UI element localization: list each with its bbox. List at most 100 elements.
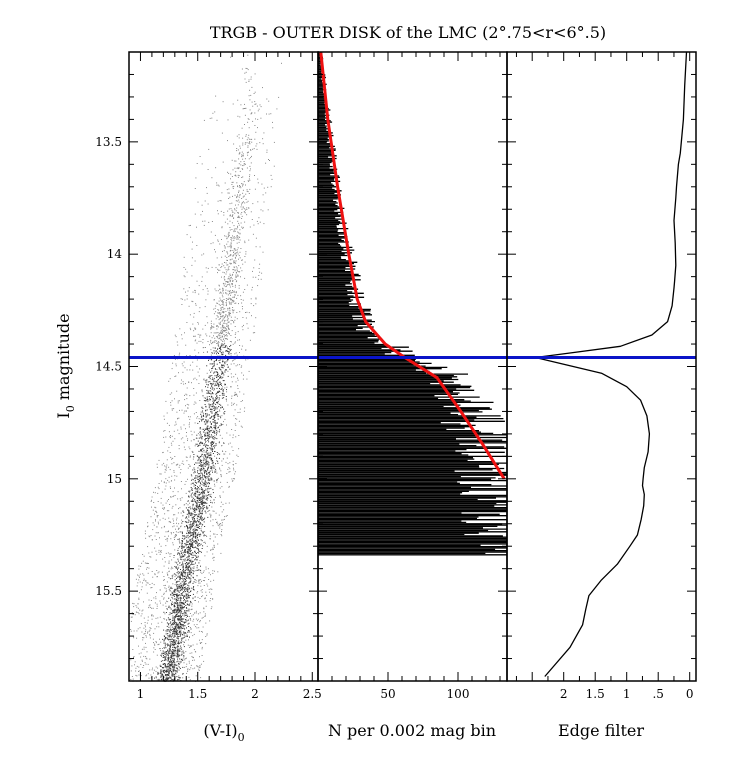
cmd-point bbox=[181, 589, 183, 591]
cmd-point bbox=[212, 367, 214, 369]
cmd-point bbox=[184, 591, 186, 593]
cmd-point bbox=[184, 659, 186, 661]
cmd-point bbox=[216, 325, 218, 326]
cmd-point bbox=[194, 521, 196, 523]
cmd-point bbox=[201, 276, 203, 278]
cmd-point bbox=[228, 485, 230, 487]
cmd-point bbox=[152, 529, 154, 531]
cmd-point bbox=[221, 372, 223, 374]
cmd-point bbox=[213, 467, 215, 469]
cmd-point bbox=[190, 549, 192, 551]
cmd-point bbox=[214, 340, 216, 341]
cmd-point bbox=[212, 438, 214, 440]
cmd-point bbox=[191, 554, 193, 556]
cmd-point bbox=[180, 612, 182, 614]
cmd-point bbox=[247, 154, 249, 156]
cmd-point bbox=[157, 521, 159, 523]
cmd-point bbox=[153, 642, 154, 644]
cmd-point bbox=[144, 633, 146, 634]
cmd-point bbox=[232, 103, 234, 105]
cmd-point bbox=[221, 373, 223, 375]
cmd-point bbox=[209, 400, 211, 402]
cmd-point bbox=[191, 275, 193, 277]
cmd-point bbox=[238, 158, 240, 160]
cmd-point bbox=[179, 556, 181, 558]
cmd-point bbox=[181, 547, 183, 549]
cmd-point bbox=[239, 185, 241, 187]
cmd-point bbox=[161, 677, 163, 679]
cmd-point bbox=[169, 670, 171, 672]
cmd-point bbox=[226, 251, 228, 253]
cmd-point bbox=[164, 638, 166, 640]
cmd-point bbox=[177, 651, 179, 653]
cmd-point bbox=[178, 618, 179, 620]
cmd-point bbox=[175, 614, 177, 616]
cmd-point bbox=[204, 615, 206, 617]
cmd-point bbox=[262, 251, 264, 253]
cmd-point bbox=[190, 545, 192, 547]
cmd-point bbox=[207, 293, 209, 295]
cmd-point bbox=[207, 203, 209, 205]
cmd-point bbox=[171, 408, 173, 410]
cmd-point bbox=[186, 547, 188, 549]
cmd-point bbox=[174, 487, 175, 489]
cmd-point bbox=[168, 672, 170, 674]
cmd-point bbox=[153, 491, 154, 493]
cmd-point bbox=[192, 544, 194, 546]
cmd-point bbox=[160, 675, 162, 677]
cmd-point bbox=[183, 583, 185, 585]
cmd-point bbox=[229, 244, 231, 246]
cmd-point bbox=[147, 562, 149, 564]
cmd-point bbox=[136, 675, 138, 677]
cmd-point bbox=[193, 624, 195, 626]
cmd-point bbox=[160, 545, 162, 547]
cmd-point bbox=[190, 523, 191, 525]
cmd-point bbox=[170, 553, 172, 555]
cmd-point bbox=[252, 105, 254, 107]
cmd-point bbox=[209, 591, 211, 593]
cmd-point bbox=[198, 509, 200, 511]
cmd-point bbox=[156, 592, 157, 594]
cmd-point bbox=[187, 407, 188, 409]
cmd-point bbox=[176, 599, 178, 601]
cmd-point bbox=[187, 478, 188, 480]
cmd-point bbox=[196, 379, 198, 381]
cmd-point bbox=[175, 504, 177, 506]
cmd-point bbox=[227, 315, 229, 317]
cmd-point bbox=[174, 629, 175, 631]
cmd-point bbox=[249, 89, 251, 91]
cmd-point bbox=[176, 586, 178, 588]
cmd-point bbox=[220, 404, 222, 406]
cmd-point bbox=[201, 492, 203, 494]
cmd-point bbox=[138, 565, 140, 567]
cmd-point bbox=[194, 533, 196, 535]
cmd-point bbox=[155, 532, 157, 534]
cmd-point bbox=[236, 182, 238, 184]
cmd-point bbox=[198, 543, 200, 544]
cmd-point bbox=[166, 608, 168, 610]
cmd-point bbox=[181, 556, 183, 558]
cmd-point bbox=[204, 483, 206, 485]
cmd-point bbox=[253, 325, 255, 327]
cmd-point bbox=[205, 386, 206, 388]
cmd-point bbox=[212, 598, 214, 600]
cmd-point bbox=[192, 492, 194, 494]
cmd-point bbox=[162, 671, 164, 673]
cmd-point bbox=[201, 442, 203, 444]
cmd-point bbox=[169, 436, 171, 438]
cmd-point bbox=[230, 244, 232, 246]
cmd-point bbox=[193, 378, 195, 380]
cmd-point bbox=[172, 679, 174, 681]
cmd-point bbox=[194, 552, 196, 554]
cmd-point bbox=[147, 525, 149, 527]
cmd-point bbox=[224, 516, 226, 518]
cmd-point bbox=[181, 532, 183, 533]
cmd-point bbox=[172, 440, 174, 442]
cmd-point bbox=[220, 423, 222, 425]
cmd-point bbox=[179, 628, 181, 630]
cmd-point bbox=[227, 119, 229, 121]
cmd-point bbox=[230, 319, 232, 321]
cmd-x-label: (V-I)0 bbox=[203, 721, 244, 744]
cmd-point bbox=[187, 559, 189, 561]
cmd-point bbox=[133, 656, 135, 658]
